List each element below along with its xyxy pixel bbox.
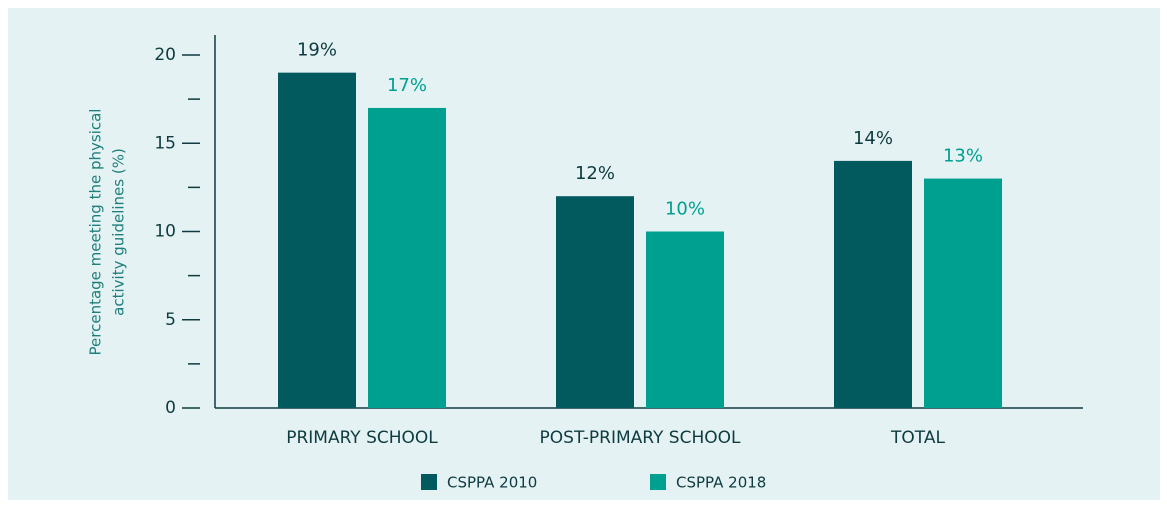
x-tick-label: POST-PRIMARY SCHOOL <box>540 428 741 448</box>
x-tick-label: TOTAL <box>890 428 945 448</box>
bar <box>556 196 634 408</box>
value-label: 10% <box>665 199 705 220</box>
y-tick-label: 5 <box>165 310 176 330</box>
value-label: 12% <box>575 163 615 184</box>
y-tick-label: 10 <box>154 222 176 242</box>
x-tick-label: PRIMARY SCHOOL <box>286 428 438 448</box>
bar <box>278 72 356 409</box>
value-label: 19% <box>297 40 337 61</box>
bar <box>924 178 1002 408</box>
bar <box>834 160 912 408</box>
y-tick-label: 0 <box>165 398 176 418</box>
legend-swatch <box>650 474 666 490</box>
y-axis-label: Percentage meeting the physical <box>87 109 105 356</box>
legend-swatch <box>421 474 437 490</box>
legend-label: CSPPA 2010 <box>447 474 537 492</box>
value-label: 17% <box>387 75 427 96</box>
bar <box>646 231 724 408</box>
bar <box>368 107 446 408</box>
value-label: 13% <box>943 146 983 167</box>
legend-label: CSPPA 2018 <box>676 474 766 492</box>
y-axis-label: activity guidelines (%) <box>110 148 128 316</box>
y-tick-label: 20 <box>154 45 176 65</box>
value-label: 14% <box>853 128 893 149</box>
y-tick-label: 15 <box>154 133 176 153</box>
